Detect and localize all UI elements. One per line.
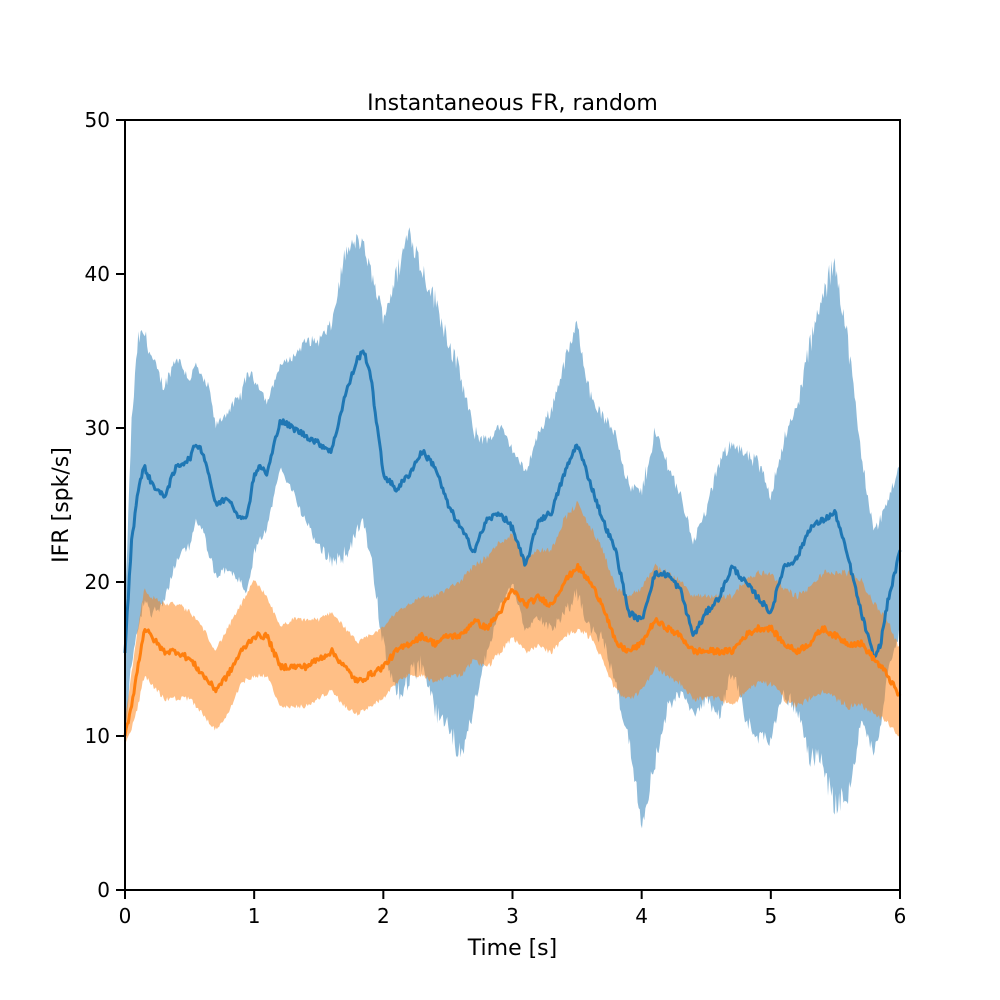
- y-axis: 0 10 20 30 40 50: [85, 108, 125, 902]
- y-tick-label: 30: [85, 416, 110, 440]
- series-2-band: [125, 501, 900, 745]
- series-2-mean-line: [123, 563, 902, 737]
- y-tick-label: 0: [97, 878, 110, 902]
- x-tick-label: 1: [248, 904, 261, 928]
- x-axis: 0 1 2 3 4 5 6: [119, 890, 907, 928]
- y-tick-label: 50: [85, 108, 110, 132]
- x-tick-label: 0: [119, 904, 132, 928]
- series-layer: [123, 227, 902, 829]
- chart-title: Instantaneous FR, random: [367, 91, 658, 116]
- x-axis-label: Time [s]: [467, 936, 557, 961]
- x-tick-label: 5: [764, 904, 777, 928]
- y-tick-label: 20: [85, 570, 110, 594]
- x-tick-label: 3: [506, 904, 519, 928]
- y-tick-label: 40: [85, 262, 110, 286]
- x-tick-label: 4: [635, 904, 648, 928]
- series-1-mean-line: [123, 349, 902, 661]
- x-tick-label: 2: [377, 904, 390, 928]
- x-tick-label: 6: [894, 904, 907, 928]
- y-tick-label: 10: [85, 724, 110, 748]
- y-axis-label: IFR [spk/s]: [49, 447, 74, 563]
